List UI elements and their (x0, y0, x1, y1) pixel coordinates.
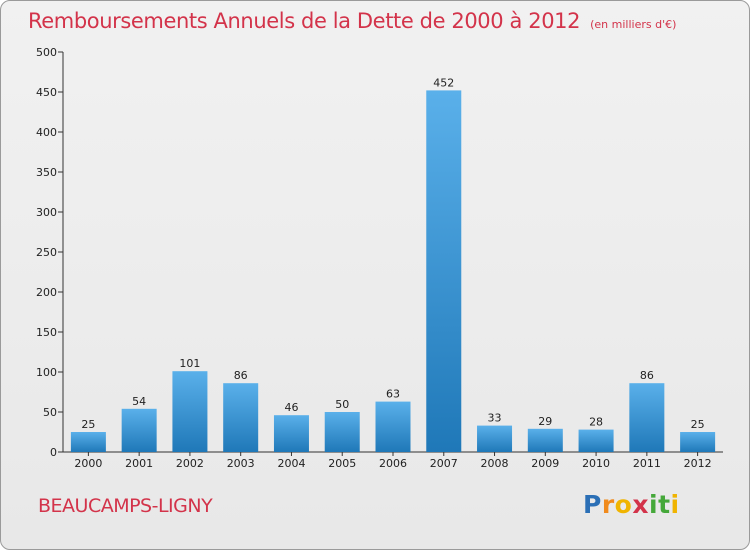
bar (629, 383, 665, 452)
x-tick-label: 2009 (531, 457, 559, 470)
x-tick-label: 2000 (74, 457, 102, 470)
commune-name: BEAUCAMPS-LIGNY (38, 495, 213, 517)
y-tick-label: 400 (36, 126, 57, 139)
logo-letter: x (632, 490, 649, 519)
y-tick-label: 150 (36, 326, 57, 339)
x-tick-label: 2006 (379, 457, 407, 470)
x-tick-label: 2002 (176, 457, 204, 470)
logo-letter: i (670, 490, 680, 519)
bar (273, 415, 309, 452)
data-label: 101 (179, 357, 200, 370)
bar (324, 412, 360, 452)
bar (527, 428, 563, 452)
x-tick-label: 2012 (684, 457, 712, 470)
chart-title-text: Remboursements Annuels de la Dette de 20… (28, 9, 581, 33)
chart-title: Remboursements Annuels de la Dette de 20… (28, 9, 676, 33)
bar (477, 425, 513, 452)
logo-letter: P (583, 490, 602, 519)
bar (680, 432, 716, 452)
data-label: 46 (284, 401, 298, 414)
y-tick-label: 350 (36, 166, 57, 179)
bar (172, 371, 208, 452)
data-label: 28 (589, 416, 603, 429)
y-tick-label: 200 (36, 286, 57, 299)
logo-letter: r (601, 490, 615, 519)
y-tick-label: 50 (43, 406, 57, 419)
y-tick-label: 100 (36, 366, 57, 379)
x-tick-label: 2004 (277, 457, 305, 470)
data-label: 86 (234, 369, 248, 382)
x-tick-label: 2010 (582, 457, 610, 470)
y-tick-label: 250 (36, 246, 57, 259)
x-tick-label: 2001 (125, 457, 153, 470)
y-tick-label: 450 (36, 86, 57, 99)
data-label: 25 (691, 418, 705, 431)
data-label: 25 (81, 418, 95, 431)
data-label: 63 (386, 388, 400, 401)
logo-letter: t (658, 490, 671, 519)
x-tick-label: 2003 (227, 457, 255, 470)
bar (578, 429, 614, 452)
x-tick-label: 2011 (633, 457, 661, 470)
y-tick-label: 500 (36, 46, 57, 59)
data-label: 452 (433, 76, 454, 89)
x-tick-label: 2007 (430, 457, 458, 470)
logo-letter: o (614, 490, 633, 519)
chart-unit-label: (en milliers d'€) (590, 18, 677, 31)
proxiti-logo: Proxiti (583, 490, 680, 519)
data-label: 29 (538, 415, 552, 428)
data-label: 54 (132, 395, 146, 408)
bar (426, 90, 462, 453)
logo-letter: i (649, 490, 659, 519)
bar (70, 432, 106, 452)
data-label: 33 (488, 412, 502, 425)
bar (223, 383, 259, 452)
data-label: 86 (640, 369, 654, 382)
bar (375, 401, 411, 452)
x-tick-label: 2005 (328, 457, 356, 470)
data-label: 50 (335, 398, 349, 411)
bar (121, 408, 157, 452)
x-tick-label: 2008 (481, 457, 509, 470)
y-tick-label: 300 (36, 206, 57, 219)
y-tick-label: 0 (50, 446, 57, 459)
